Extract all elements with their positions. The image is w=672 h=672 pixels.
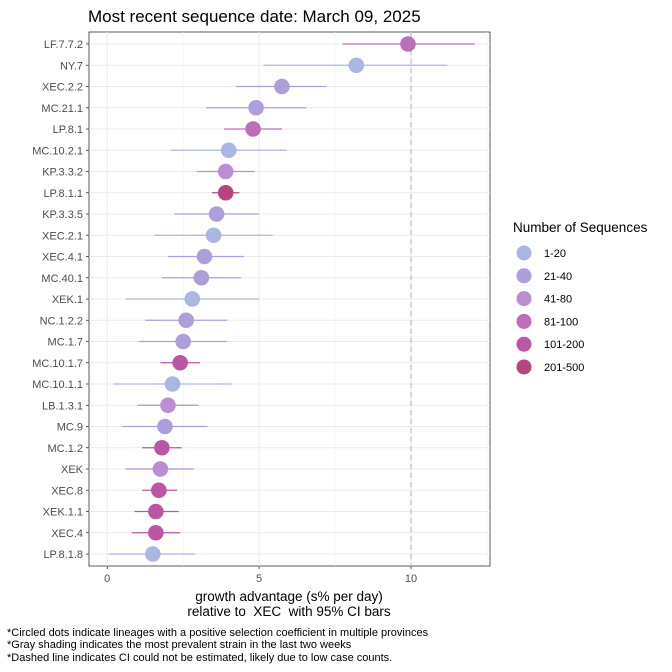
data-points (144, 36, 416, 562)
x-tick-label: 10 (405, 573, 417, 585)
legend-key (516, 313, 532, 329)
footnote-2: *Gray shading indicates the most prevale… (7, 639, 352, 651)
y-tick-label: MC.10.1.7 (32, 358, 83, 370)
data-point (193, 269, 210, 286)
y-tick-label: MC.21.1 (41, 103, 83, 115)
legend-label: 21-40 (544, 271, 572, 283)
legend-key (516, 336, 532, 352)
y-tick-label: MC.9 (57, 422, 83, 434)
footnote-1: *Circled dots indicate lineages with a p… (7, 627, 429, 639)
y-tick-label: MC.10.2.1 (32, 145, 83, 157)
y-tick-label: XEK.1.1 (43, 507, 83, 519)
y-tick-label: LB.1.3.1 (42, 400, 83, 412)
data-point (217, 184, 234, 201)
data-point (154, 439, 170, 456)
y-tick-label: MC.40.1 (41, 273, 83, 285)
y-tick-label: NC.1.2.2 (40, 315, 83, 327)
y-tick-label: XEC.2.1 (42, 230, 83, 242)
legend-label: 41-80 (544, 294, 572, 306)
legend: Number of Sequences 1-20 21-40 41-80 81-100… (513, 220, 648, 375)
chart-title: Most recent sequence date: March 09, 202… (88, 7, 421, 26)
y-tick-label: XEK.1 (52, 294, 83, 306)
data-point (400, 36, 416, 52)
y-tick-label: XEK (61, 464, 84, 476)
data-point (164, 376, 181, 392)
y-tick-label: XEC.8 (51, 485, 83, 497)
legend-label: 201-500 (544, 362, 584, 374)
data-point (348, 57, 365, 74)
legend-title: Number of Sequences (513, 220, 648, 235)
data-point (175, 333, 191, 350)
data-point (245, 121, 261, 137)
data-point (148, 524, 164, 541)
data-point (184, 291, 201, 307)
y-tick-label: XEC.4 (51, 528, 83, 540)
data-point (196, 248, 213, 265)
data-point (178, 312, 195, 329)
legend-key (516, 268, 532, 284)
y-tick-label: LP.8.1 (53, 124, 83, 136)
y-tick-label: MC.1.7 (48, 337, 83, 349)
data-point (144, 546, 161, 562)
data-point (274, 78, 290, 95)
data-point (157, 418, 173, 435)
data-point (208, 206, 225, 222)
y-tick-label: XEC.2.2 (42, 82, 83, 94)
legend-label: 1-20 (544, 248, 566, 260)
data-point (217, 163, 234, 180)
y-tick-label: KP.3.3.2 (42, 167, 83, 179)
y-tick-labels: LF.7.7.2 NY.7 XEC.2.2 MC.21.1 LP.8.1 MC.10.2.… (32, 39, 89, 561)
footnote-3: *Dashed line indicates CI could not be e… (7, 652, 392, 664)
x-tick-label: 0 (104, 573, 110, 585)
legend-key (516, 359, 532, 375)
legend-key (516, 245, 532, 261)
data-point (172, 354, 188, 371)
legend-label: 81-100 (544, 316, 578, 328)
data-point (160, 397, 176, 414)
data-point (152, 461, 169, 477)
y-tick-label: LP.8.1.8 (43, 549, 83, 561)
data-point (151, 482, 167, 499)
legend-label: 101-200 (544, 339, 584, 351)
y-tick-label: LF.7.7.2 (44, 39, 83, 51)
y-tick-label: KP.3.3.5 (42, 209, 83, 221)
data-point (205, 227, 222, 244)
y-tick-label: NY.7 (60, 60, 83, 72)
x-tick-labels: 0 5 10 (104, 566, 417, 585)
x-axis-title-line1: growth advantage (s% per day) (195, 589, 383, 604)
data-point (148, 503, 164, 520)
x-tick-label: 5 (256, 573, 262, 585)
y-tick-label: LP.8.1.1 (43, 188, 83, 200)
data-point (220, 142, 237, 159)
y-tick-label: XEC.4.1 (42, 252, 83, 264)
legend-key (516, 291, 532, 307)
data-point (248, 99, 264, 116)
y-tick-label: MC.10.1.1 (32, 379, 83, 391)
y-tick-label: MC.1.2 (48, 443, 83, 455)
x-axis-title-line2: relative to XEC with 95% CI bars (187, 604, 391, 619)
